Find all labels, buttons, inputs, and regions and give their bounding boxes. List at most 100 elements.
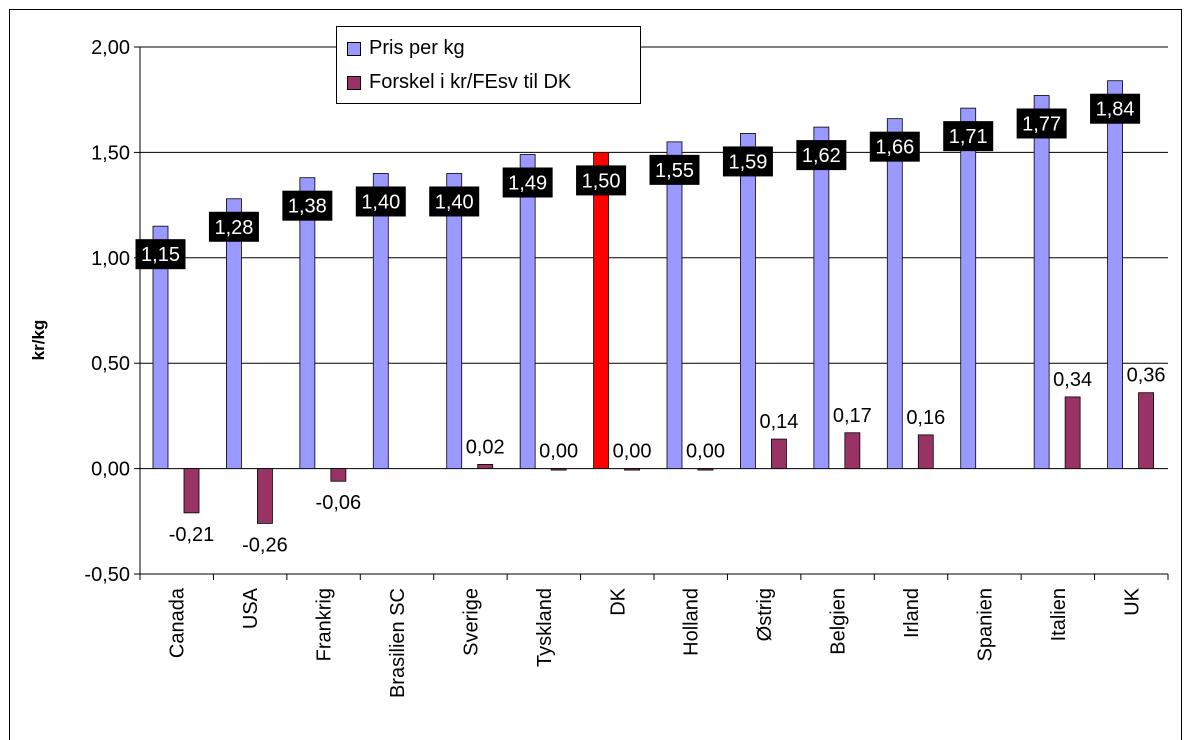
data-label-pris: 1,15 bbox=[141, 244, 180, 266]
bar-pris-Sverige bbox=[446, 173, 463, 469]
category-label: Spanien bbox=[974, 588, 996, 661]
category-label: UK bbox=[1121, 587, 1143, 615]
bar-pris-Holland bbox=[666, 141, 683, 469]
bar-forskel-Belgien bbox=[844, 432, 861, 470]
data-label-pris: 1,49 bbox=[508, 173, 547, 195]
category-label: USA bbox=[240, 587, 262, 629]
chart-frame bbox=[9, 9, 1182, 740]
bar-pris-Irland bbox=[886, 118, 903, 470]
bar-pris-UK bbox=[1107, 80, 1123, 470]
data-label-box bbox=[722, 146, 773, 177]
category-label: Sverige bbox=[460, 588, 482, 656]
data-label-pris: 1,40 bbox=[435, 191, 474, 213]
bar-forskel-Holland bbox=[697, 468, 714, 471]
bar-forskel-Irland bbox=[917, 434, 934, 470]
data-label-box bbox=[796, 140, 847, 171]
bar-forskel-Canada bbox=[183, 468, 200, 514]
legend: Pris per kg Forskel i kr/FEsv til DK bbox=[336, 26, 641, 104]
bar-forskel-UK bbox=[1138, 392, 1154, 470]
legend-item-forskel: Forskel i kr/FEsv til DK bbox=[347, 71, 571, 94]
data-label-pris: 1,55 bbox=[655, 160, 694, 182]
data-label-box bbox=[869, 131, 920, 162]
category-label: Brasilien SC bbox=[387, 588, 409, 698]
data-label-box bbox=[135, 239, 186, 270]
bar-forskel-DK bbox=[624, 468, 640, 471]
y-tick-label: -0,50 bbox=[84, 564, 130, 586]
data-label-pris: 1,66 bbox=[875, 137, 914, 159]
data-label-pris: 1,50 bbox=[582, 170, 621, 192]
y-tick-label: 1,50 bbox=[91, 142, 130, 164]
data-label-pris: 1,62 bbox=[802, 145, 841, 167]
legend-swatch-forskel bbox=[347, 75, 361, 90]
data-label-pris: 1,77 bbox=[1022, 113, 1061, 135]
legend-swatch-pris bbox=[347, 41, 361, 56]
data-label-pris: 1,38 bbox=[288, 196, 327, 218]
bars bbox=[152, 80, 1154, 524]
category-label: Irland bbox=[901, 588, 923, 638]
data-label-forskel: 0,36 bbox=[1127, 365, 1166, 387]
bar-forskel-Italien bbox=[1064, 396, 1081, 470]
data-label-box bbox=[1016, 108, 1067, 139]
data-label-pris: 1,40 bbox=[361, 191, 400, 213]
bar-pris-Østrig bbox=[740, 133, 756, 469]
data-label-forskel: 0,14 bbox=[759, 411, 798, 433]
data-label-box bbox=[649, 154, 700, 185]
bar-pris-Frankrig bbox=[299, 177, 316, 469]
category-label: Østrig bbox=[754, 588, 776, 641]
y-axis-label: kr/kg bbox=[29, 320, 48, 361]
data-label-box bbox=[502, 167, 553, 198]
bar-forskel-USA bbox=[257, 468, 273, 524]
data-label-forskel: -0,06 bbox=[316, 492, 362, 514]
y-tick-label: 0,00 bbox=[91, 459, 130, 481]
bar-forskel-Østrig bbox=[771, 438, 787, 470]
bar-pris-USA bbox=[226, 198, 242, 470]
data-label-forskel: 0,00 bbox=[539, 441, 578, 463]
data-label-box bbox=[208, 211, 259, 242]
data-label-pris: 1,59 bbox=[728, 151, 767, 173]
data-label-box bbox=[1090, 93, 1141, 124]
data-label-box bbox=[429, 186, 480, 217]
y-tick-labels: 2,00 1,50 1,00 0,50 0,00 -0,50 bbox=[84, 37, 130, 586]
bar-forskel-Tyskland bbox=[550, 468, 567, 471]
bar-pris-Brasilien SC bbox=[372, 173, 389, 469]
legend-item-pris: Pris per kg bbox=[347, 37, 465, 60]
y-tick-label: 1,00 bbox=[91, 248, 130, 270]
data-label-forskel: 0,16 bbox=[906, 407, 945, 429]
data-label-box bbox=[282, 190, 333, 221]
category-label: Frankrig bbox=[314, 588, 336, 661]
bar-pris-Tyskland bbox=[519, 154, 536, 470]
bar-pris-Belgien bbox=[813, 126, 830, 469]
bar-forskel-Frankrig bbox=[330, 468, 347, 482]
data-label-forskel: -0,26 bbox=[242, 534, 288, 556]
category-label: DK bbox=[607, 587, 629, 615]
legend-label-pris: Pris per kg bbox=[369, 37, 465, 59]
data-label-box bbox=[576, 165, 627, 196]
category-label: Italien bbox=[1048, 588, 1070, 641]
y-tick-label: 0,50 bbox=[91, 353, 130, 375]
axes bbox=[134, 46, 1169, 580]
data-label-forskel: -0,21 bbox=[169, 524, 215, 546]
category-label: Tyskland bbox=[534, 588, 556, 667]
data-label-pris: 1,71 bbox=[949, 126, 988, 148]
y-tick-label: 2,00 bbox=[91, 37, 130, 59]
data-label-forskel: 0,02 bbox=[466, 436, 505, 458]
legend-label-forskel: Forskel i kr/FEsv til DK bbox=[369, 71, 572, 93]
data-label-pris: 1,28 bbox=[214, 217, 253, 239]
bar-pris-Spanien bbox=[960, 107, 977, 469]
data-label-forskel: 0,34 bbox=[1053, 369, 1092, 391]
category-labels: Canada USA Frankrig Brasilien SC Sverige Tysk… bbox=[167, 587, 1144, 698]
bar-pris-Italien bbox=[1033, 95, 1050, 469]
bar-pris-DK bbox=[593, 151, 609, 470]
data-label-box bbox=[355, 186, 406, 217]
bar-forskel-Sverige bbox=[477, 463, 494, 470]
category-label: Canada bbox=[167, 587, 189, 658]
data-label-forskel: 0,00 bbox=[613, 441, 652, 463]
data-label-forskel: 0,00 bbox=[686, 441, 725, 463]
data-label-forskel: 0,17 bbox=[833, 405, 872, 427]
data-label-pris: 1,84 bbox=[1096, 99, 1135, 121]
category-label: Holland bbox=[681, 588, 703, 656]
bar-pris-Canada bbox=[152, 225, 169, 469]
category-label: Belgien bbox=[828, 588, 850, 655]
data-label-box bbox=[943, 121, 994, 152]
